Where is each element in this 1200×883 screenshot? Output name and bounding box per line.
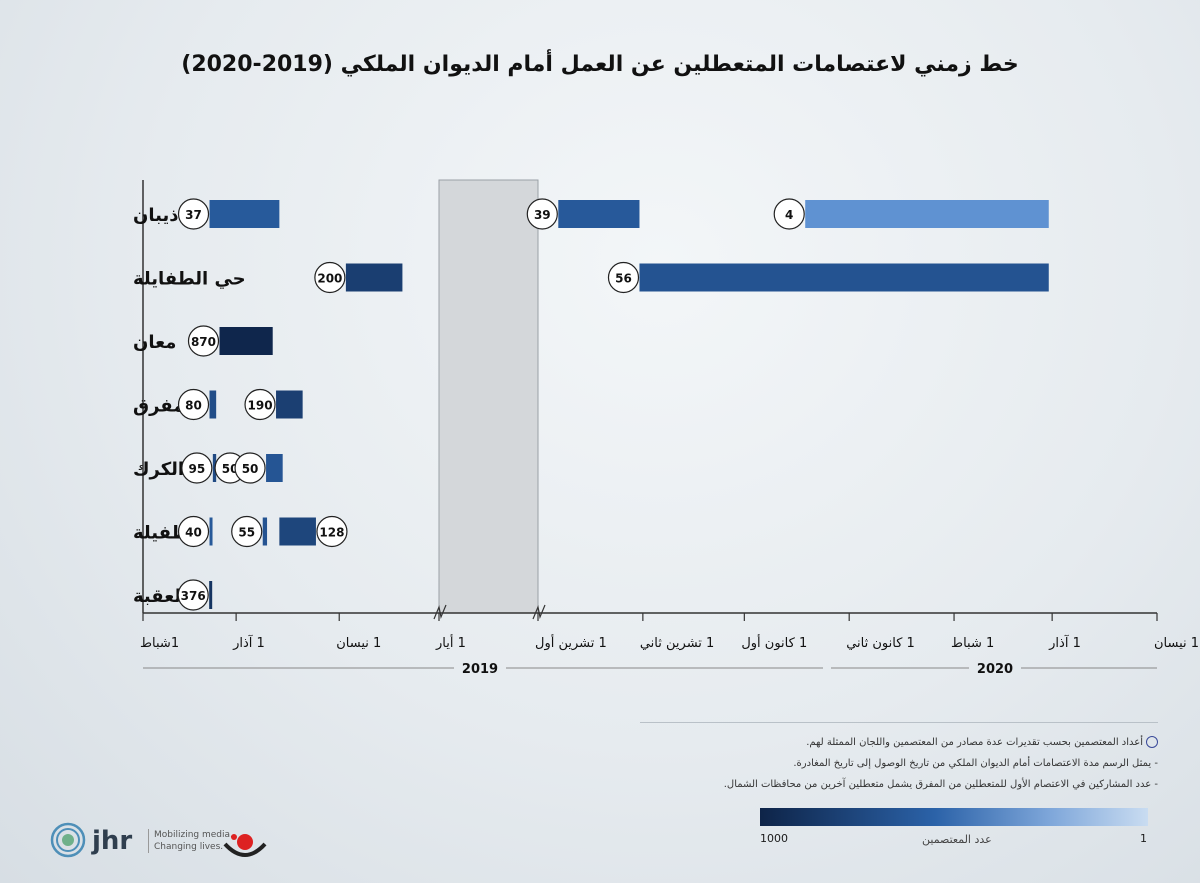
timeline-bar [209,390,217,419]
timeline-bar [266,454,283,482]
timeline-bar [805,200,1049,228]
count-bubble [177,515,210,548]
count-label: 39 [534,208,551,222]
timeline-bar [276,390,303,419]
row-label: معان [133,332,176,353]
timeline-bar [558,200,640,228]
count-bubble [231,515,263,548]
count-bubble [773,198,805,230]
count-label: 50 [242,462,259,476]
color-scale-bar [760,808,1148,826]
x-tick-label: 1 تشرين أول [535,634,607,651]
count-label: 40 [185,526,202,540]
x-tick-label: 1شباط [140,636,179,651]
timeline-bar [209,200,280,228]
row-label: الكرك [133,459,184,480]
color-scale-max-label: 1 [1140,832,1147,845]
axis-break-marker [433,604,447,620]
count-label: 50 [222,462,239,476]
count-bubble [187,325,220,357]
jhr-tagline-1: Mobilizing media. [154,830,233,840]
count-bubble [244,388,276,421]
x-tick-label: 1 نيسان [1154,636,1199,651]
count-bubble [316,515,348,548]
x-tick-label: 1 تشرين ثاني [640,636,714,651]
row-label: العقبة [133,586,187,607]
jhr-logo-text: jhr [92,826,133,856]
year-label: 2019 [462,662,498,677]
circle-icon [1146,736,1158,748]
timeline-bar [219,327,273,355]
x-tick-label: 1 آذار [232,634,265,651]
count-bubble [177,388,210,421]
x-tick-label: 1 كانون ثاني [846,636,915,651]
count-label: 870 [191,335,216,349]
timeline-bar [209,581,213,609]
note-2: - يمثل الرسم مدة الاعتصامات أمام الديوان… [793,758,1158,769]
x-tick-label: 1 كانون أول [741,634,807,651]
timeline-bar [262,517,268,546]
row-label: ذيبان [133,205,178,226]
count-bubble [234,452,266,484]
timeline-bar [279,517,316,546]
timeline-bar [209,517,213,546]
x-tick-label: 1 آذار [1048,634,1081,651]
jhr-tagline: Mobilizing media. Changing lives. [148,829,233,853]
count-bubble [181,452,213,484]
count-label: 200 [317,272,342,286]
count-label: 80 [185,399,202,413]
count-label: 4 [785,208,793,222]
axis-break-band [438,179,539,614]
count-label: 37 [185,208,202,222]
count-bubble [177,579,209,611]
timeline-bar [345,263,403,292]
notes: أعداد المعتصمين بحسب تقديرات عدة مصادر م… [640,722,1158,792]
partner-logo-icon [223,834,267,857]
year-label: 2020 [977,662,1013,677]
row-label: حي الطفايلة [133,269,246,290]
count-label: 55 [238,526,255,540]
count-label: 95 [188,462,205,476]
timeline-bar [639,263,1049,292]
count-bubble [177,198,210,230]
count-label: 190 [248,399,273,413]
axis-break-marker [532,604,546,620]
count-bubble [314,261,346,294]
note-3: - عدد المشاركين في الاعتصام الأول للمتعط… [723,779,1158,790]
jhr-tagline-2: Changing lives. [154,842,224,852]
count-label: 376 [181,589,206,603]
color-scale-title: عدد المعتصمين [922,833,992,846]
count-bubble [607,261,640,294]
x-tick-label: 1 نيسان [336,636,381,651]
x-tick-label: 1 شباط [951,636,994,651]
globe-icon [50,822,86,858]
count-bubble [526,198,558,230]
x-tick-label: 1 أيار [435,634,466,651]
color-scale-min-label: 1000 [760,832,788,845]
count-label: 128 [319,526,344,540]
count-label: 56 [615,272,632,286]
note-1: أعداد المعتصمين بحسب تقديرات عدة مصادر م… [640,736,1158,750]
chart-title: خط زمني لاعتصامات المتعطلين عن العمل أما… [181,52,1019,77]
